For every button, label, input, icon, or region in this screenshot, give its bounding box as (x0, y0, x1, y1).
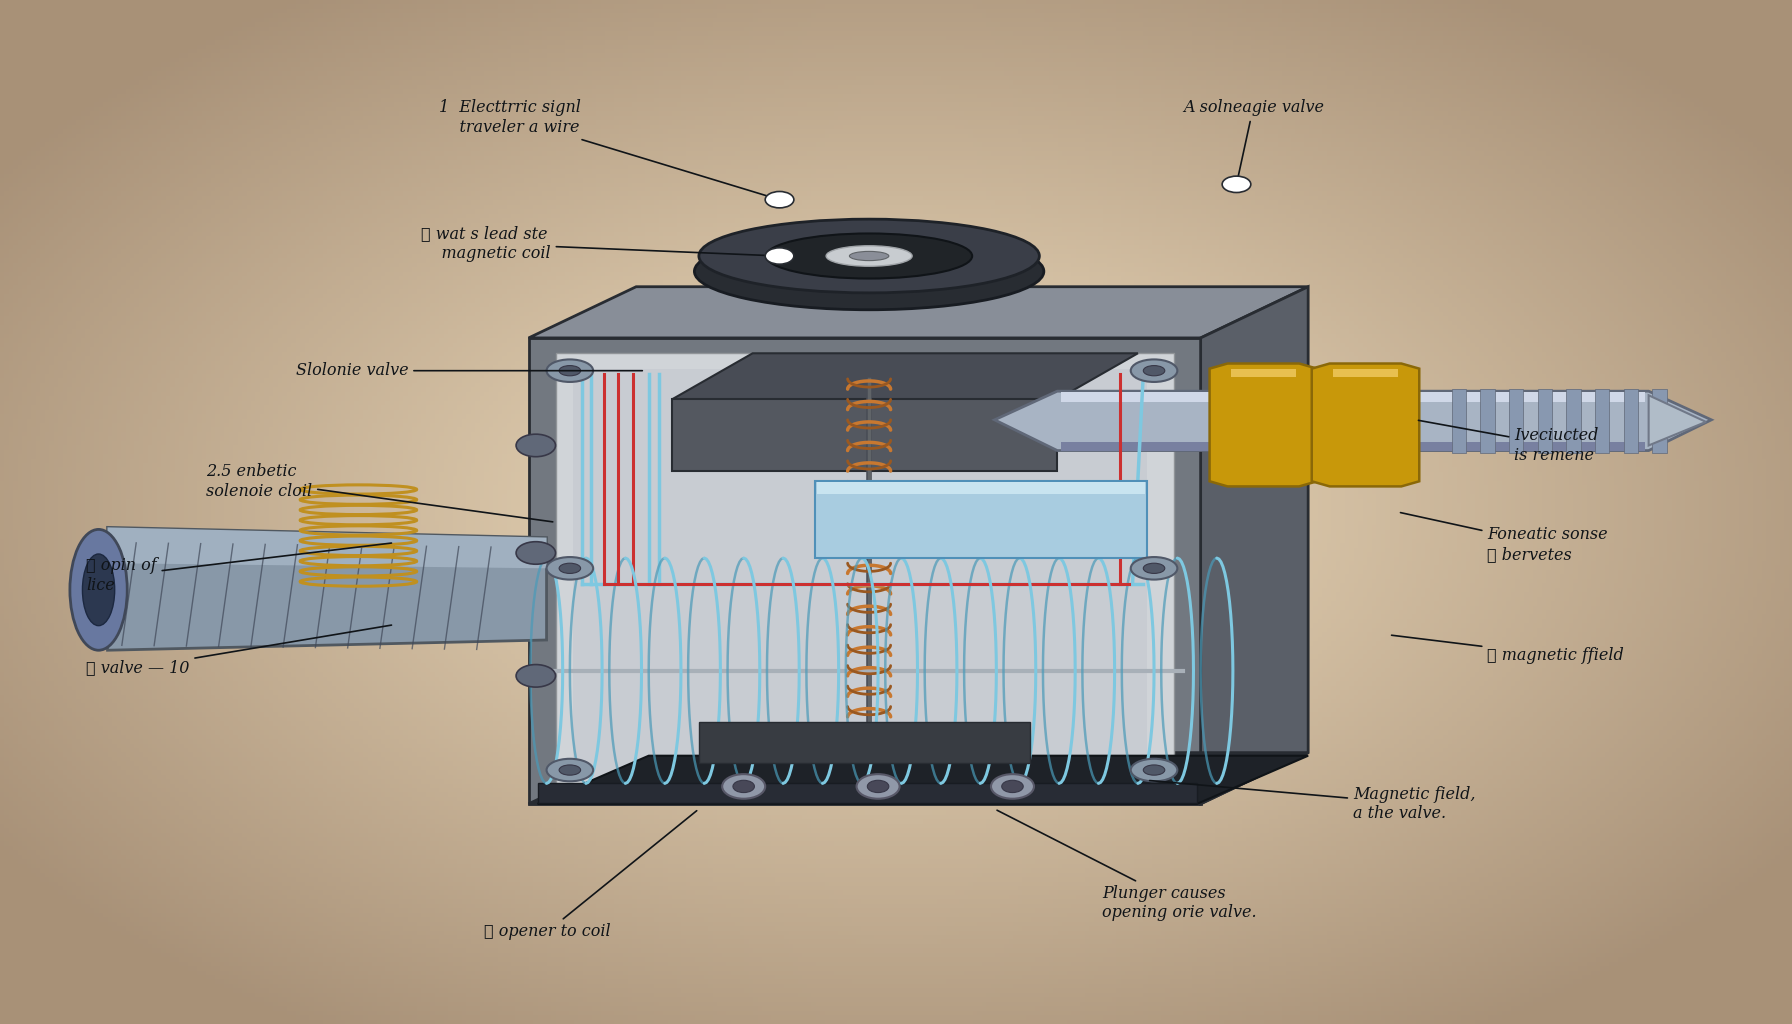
Ellipse shape (733, 780, 754, 793)
Circle shape (1222, 176, 1251, 193)
Text: ⑤ opin of
lice: ⑤ opin of lice (86, 543, 391, 594)
Text: Foneatic sonse
④ bervetes: Foneatic sonse ④ bervetes (1401, 513, 1607, 563)
Text: Magnetic field,
a the valve.: Magnetic field, a the valve. (1150, 780, 1475, 822)
Polygon shape (108, 527, 547, 650)
Polygon shape (995, 391, 1711, 451)
Polygon shape (1312, 364, 1419, 486)
Text: Iveciucted
is remene: Iveciucted is remene (1419, 420, 1598, 464)
Ellipse shape (559, 366, 581, 376)
Polygon shape (1061, 442, 1645, 451)
Text: Slolonie valve: Slolonie valve (296, 362, 642, 379)
Ellipse shape (857, 774, 900, 799)
Polygon shape (538, 783, 1197, 803)
Polygon shape (1624, 389, 1638, 453)
Ellipse shape (1143, 563, 1165, 573)
Ellipse shape (82, 554, 115, 626)
Text: 1  Electtrric signl
    traveler a wire: 1 Electtrric signl traveler a wire (439, 99, 778, 199)
Polygon shape (1509, 389, 1523, 453)
Ellipse shape (1002, 780, 1023, 793)
Ellipse shape (695, 233, 1043, 309)
Polygon shape (108, 527, 547, 568)
Polygon shape (529, 338, 1201, 804)
Polygon shape (529, 287, 1308, 338)
Polygon shape (1452, 389, 1466, 453)
Ellipse shape (1131, 557, 1177, 580)
Circle shape (765, 191, 794, 208)
Polygon shape (1649, 395, 1706, 445)
Circle shape (765, 248, 794, 264)
Ellipse shape (559, 563, 581, 573)
Text: ⑤ magnetic ffield: ⑤ magnetic ffield (1392, 635, 1624, 664)
Ellipse shape (516, 434, 556, 457)
Text: 2.5 enbetic
solenoie cloil: 2.5 enbetic solenoie cloil (206, 463, 552, 522)
Text: A solneagie valve: A solneagie valve (1183, 99, 1324, 181)
Polygon shape (1652, 389, 1667, 453)
Ellipse shape (722, 774, 765, 799)
Polygon shape (1595, 389, 1609, 453)
Ellipse shape (867, 780, 889, 793)
Ellipse shape (991, 774, 1034, 799)
Polygon shape (556, 353, 1174, 788)
Ellipse shape (559, 765, 581, 775)
Ellipse shape (767, 233, 971, 279)
Polygon shape (1201, 287, 1308, 804)
Polygon shape (815, 481, 1147, 558)
Polygon shape (538, 756, 1308, 804)
Ellipse shape (547, 359, 593, 382)
Ellipse shape (1131, 359, 1177, 382)
Ellipse shape (1143, 765, 1165, 775)
Polygon shape (672, 399, 1057, 471)
Text: Plunger causes
opening orie valve.: Plunger causes opening orie valve. (996, 810, 1256, 922)
Ellipse shape (1131, 759, 1177, 781)
Ellipse shape (826, 246, 912, 266)
Ellipse shape (849, 252, 889, 260)
Polygon shape (1480, 389, 1495, 453)
Ellipse shape (699, 219, 1039, 293)
Polygon shape (1538, 389, 1552, 453)
Text: ⑥ valve — 10: ⑥ valve — 10 (86, 625, 391, 676)
Text: ④ opener to coil: ④ opener to coil (484, 811, 697, 940)
Polygon shape (1061, 392, 1645, 402)
Polygon shape (1210, 364, 1317, 486)
Polygon shape (817, 482, 1145, 494)
Polygon shape (529, 753, 1308, 804)
Ellipse shape (70, 529, 127, 650)
Polygon shape (1566, 389, 1581, 453)
Ellipse shape (516, 542, 556, 564)
Text: ④ wat s lead ste
    magnetic coil: ④ wat s lead ste magnetic coil (421, 225, 776, 262)
Ellipse shape (547, 759, 593, 781)
Ellipse shape (547, 557, 593, 580)
Ellipse shape (516, 665, 556, 687)
Ellipse shape (1143, 366, 1165, 376)
Polygon shape (1333, 369, 1398, 377)
Polygon shape (1231, 369, 1296, 377)
Polygon shape (672, 353, 1138, 399)
Polygon shape (573, 369, 1147, 778)
Polygon shape (699, 722, 1030, 763)
